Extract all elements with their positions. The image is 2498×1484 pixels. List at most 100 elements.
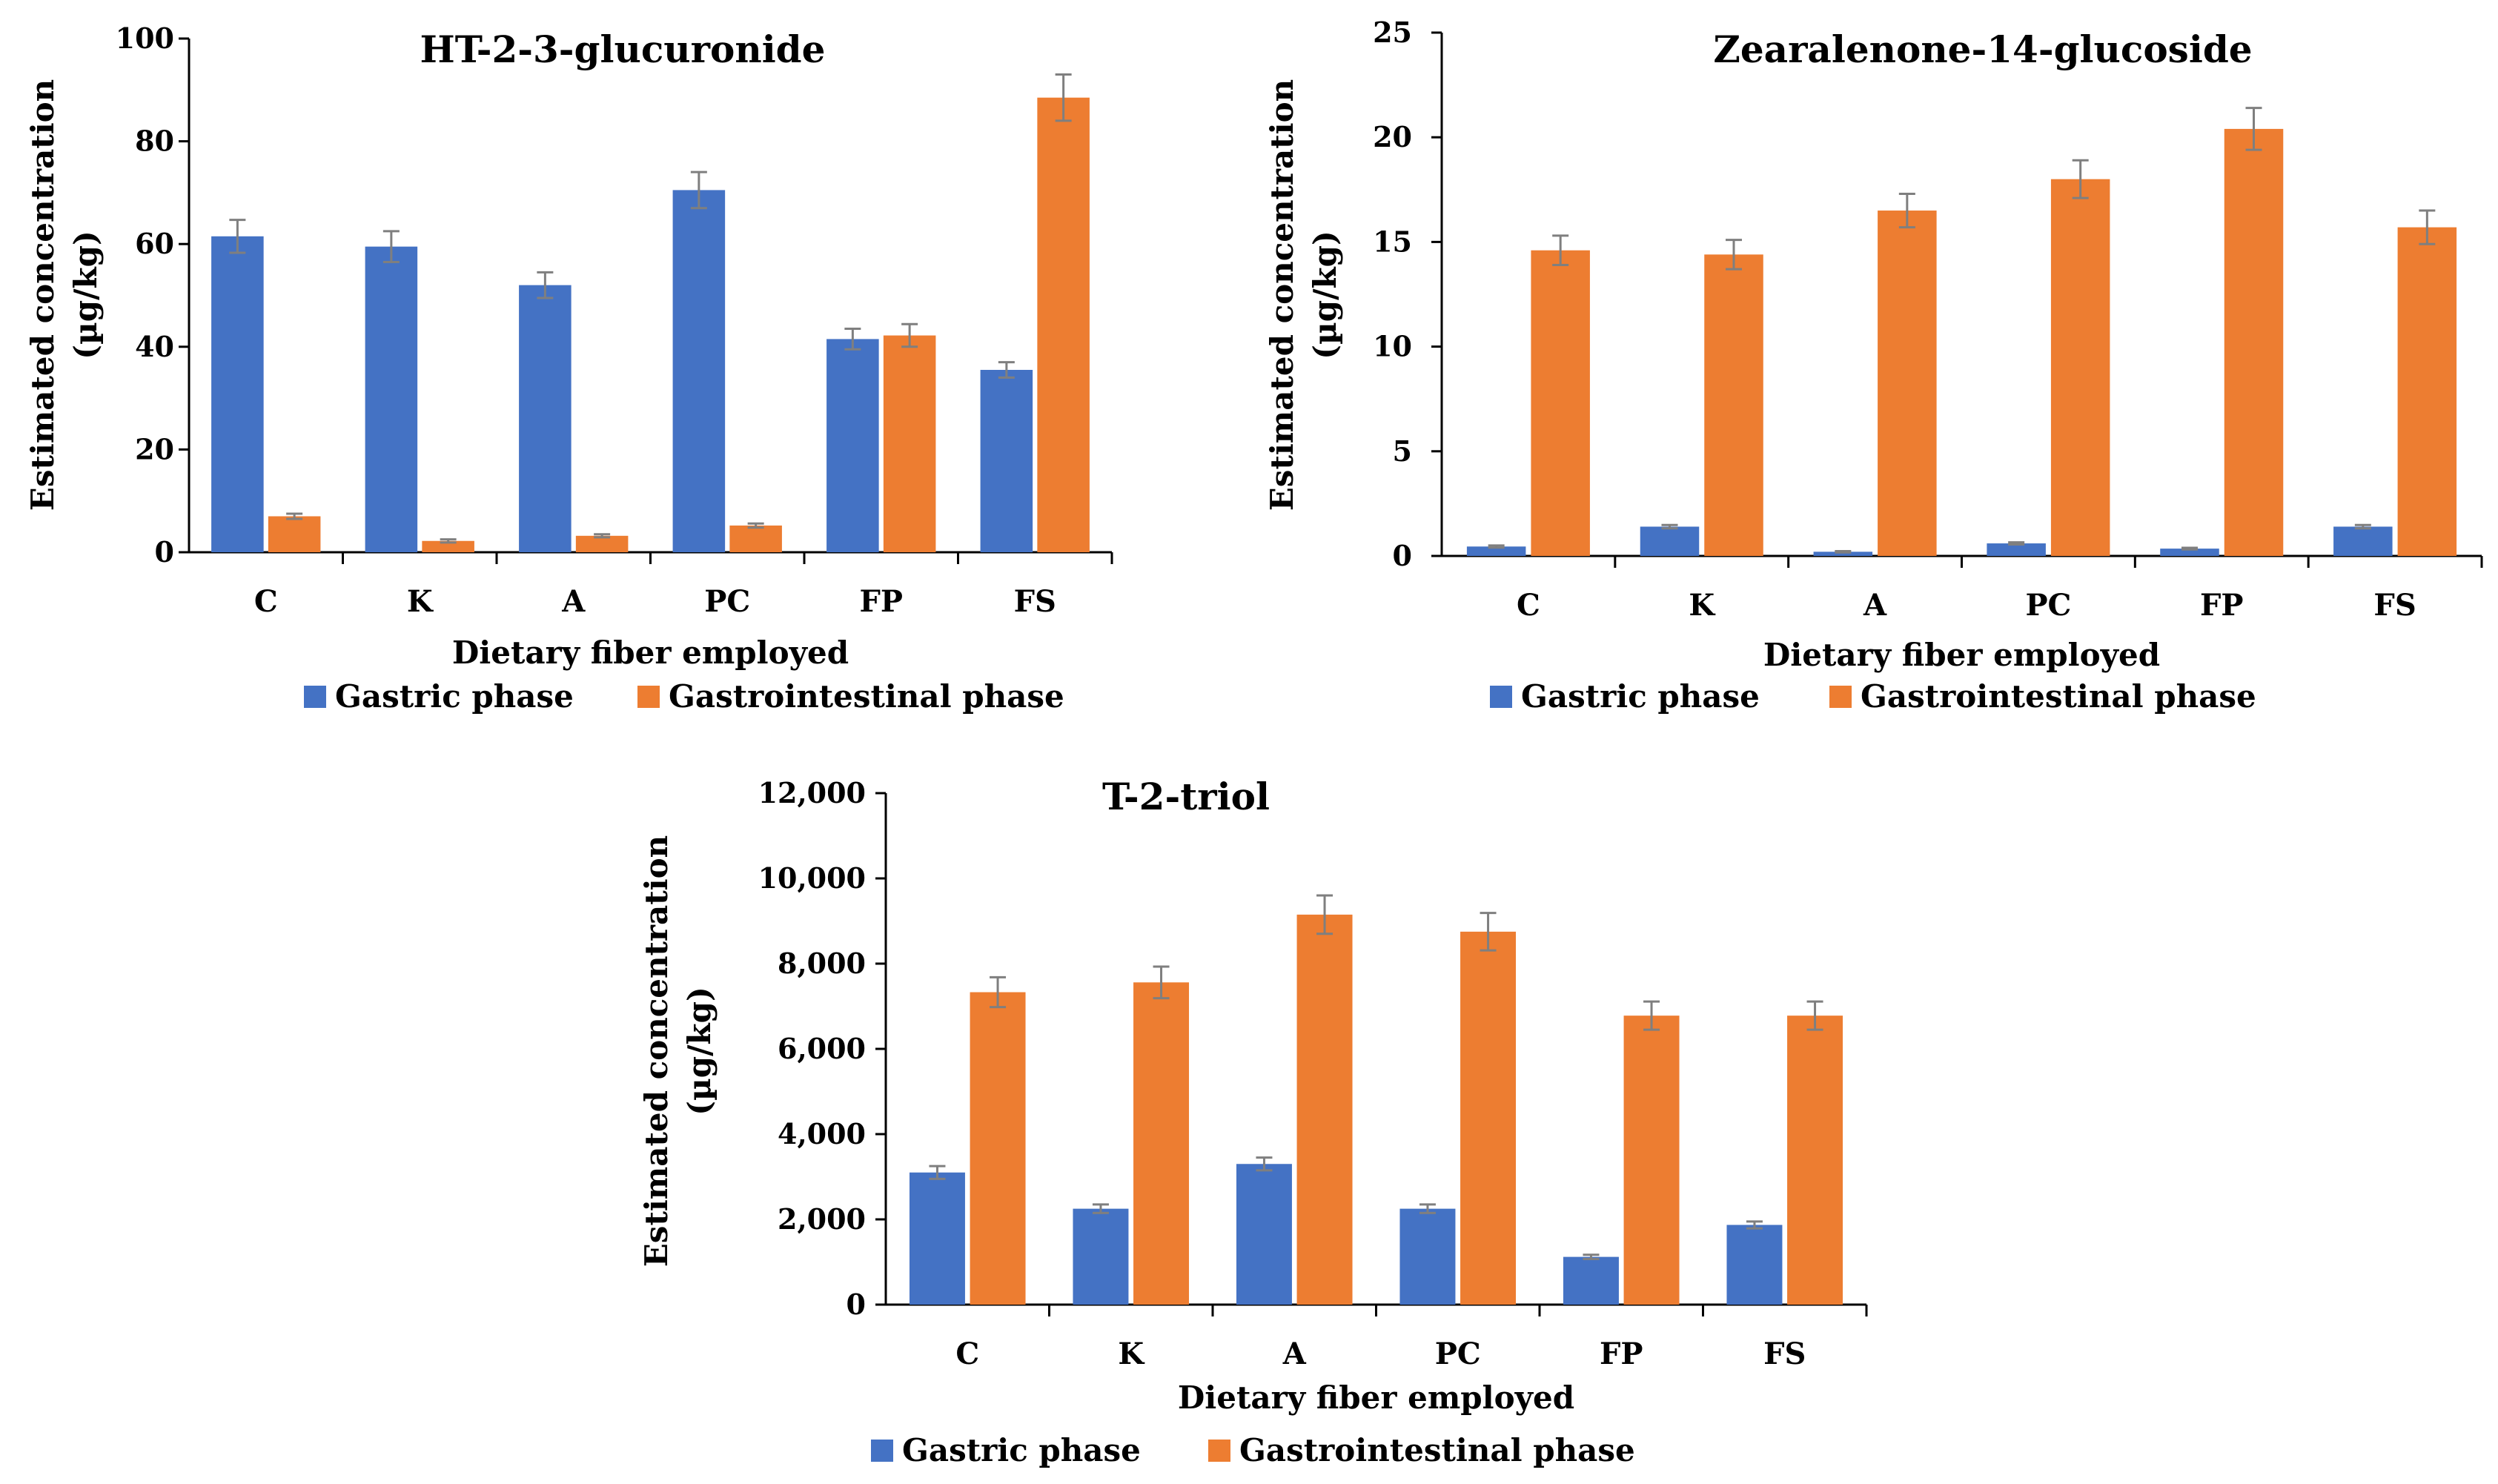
bar-gastric bbox=[1813, 551, 1873, 556]
category-label: PC bbox=[2025, 588, 2071, 623]
bar-gastric bbox=[519, 285, 572, 552]
bar-gastric bbox=[1466, 546, 1526, 556]
legend: Gastric phase Gastrointestinal phase bbox=[1490, 678, 2256, 715]
legend-swatch-gastrointestinal bbox=[1208, 1440, 1230, 1462]
bar-gastrointestinal bbox=[1623, 1016, 1680, 1305]
chart-3: T-2-triol 0 2,000 4,000 6,000 8,000 10,000 12,0… bbox=[638, 775, 1868, 1468]
x-axis-label: Dietary fiber employed bbox=[1178, 1379, 1574, 1416]
category-label: FS bbox=[2373, 588, 2416, 623]
bar-gastric bbox=[2333, 526, 2393, 556]
y-tick-label: 4,000 bbox=[778, 1117, 866, 1150]
bar-gastric bbox=[1987, 543, 2046, 556]
x-axis-label: Dietary fiber employed bbox=[1763, 637, 2160, 673]
bar-gastric bbox=[1726, 1225, 1783, 1305]
legend-label-gastric: Gastric phase bbox=[1521, 678, 1760, 715]
y-tick-label: 0 bbox=[1393, 539, 1412, 572]
y-tick-label: 20 bbox=[135, 432, 174, 466]
y-tick-label: 10 bbox=[1373, 330, 1412, 363]
bar-gastrointestinal bbox=[1531, 250, 1590, 556]
category-label: C bbox=[254, 584, 278, 619]
category-label: FP bbox=[2200, 588, 2243, 623]
bar-gastric bbox=[826, 339, 879, 552]
y-tick-label: 40 bbox=[135, 330, 174, 363]
y-tick-label: 6,000 bbox=[778, 1032, 866, 1065]
y-tick-label: 20 bbox=[1373, 120, 1412, 153]
y-tick-label: 80 bbox=[135, 125, 174, 158]
bar-gastrointestinal bbox=[883, 335, 936, 552]
y-tick-label: 5 bbox=[1393, 434, 1412, 468]
category-label: K bbox=[1118, 1336, 1144, 1371]
chart-title: HT-2-3-glucuronide bbox=[420, 27, 826, 71]
y-tick-label: 8,000 bbox=[778, 947, 866, 980]
bar-gastric bbox=[1563, 1256, 1619, 1305]
legend-swatch-gastric bbox=[304, 686, 326, 708]
bar-gastric bbox=[2160, 549, 2219, 556]
legend-swatch-gastric bbox=[871, 1440, 893, 1462]
y-axis-label-line2: (µg/kg) bbox=[681, 987, 718, 1116]
bar-gastrointestinal bbox=[2397, 227, 2457, 556]
bar-gastrointestinal bbox=[1296, 914, 1353, 1305]
category-label: A bbox=[1282, 1336, 1307, 1371]
bar-gastrointestinal bbox=[1704, 254, 1763, 556]
chart-title: Zearalenone-14-glucoside bbox=[1713, 27, 2252, 71]
y-tick-label: 25 bbox=[1373, 16, 1412, 49]
category-label: A bbox=[561, 584, 586, 619]
y-axis-label-line1: Estimated concentration bbox=[24, 79, 61, 511]
bar-gastrointestinal bbox=[1133, 982, 1190, 1305]
bar-gastrointestinal bbox=[1037, 97, 1090, 552]
bar-gastrointestinal bbox=[2224, 128, 2284, 557]
category-label: A bbox=[1863, 588, 1887, 623]
bar-gastrointestinal bbox=[970, 992, 1026, 1305]
legend-label-gastrointestinal: Gastrointestinal phase bbox=[1239, 1432, 1635, 1468]
bar-gastrointestinal bbox=[422, 540, 474, 552]
bar-gastric bbox=[211, 236, 264, 552]
bar-gastrointestinal bbox=[575, 535, 629, 552]
bar-gastrointestinal bbox=[268, 516, 321, 552]
category-label: FP bbox=[1600, 1336, 1643, 1371]
legend-label-gastric: Gastric phase bbox=[335, 678, 574, 715]
y-tick-label: 15 bbox=[1373, 225, 1412, 258]
bar-gastric bbox=[672, 190, 726, 552]
bar-gastric bbox=[1640, 526, 1700, 556]
category-label: PC bbox=[1435, 1336, 1481, 1371]
y-axis-label-line2: (µg/kg) bbox=[67, 231, 104, 360]
chart-2: Zearalenone-14-glucoside 0 5 10 15 20 25 C K A PC F… bbox=[1264, 16, 2483, 715]
category-label: K bbox=[1689, 588, 1715, 623]
legend-label-gastrointestinal: Gastrointestinal phase bbox=[1861, 678, 2256, 715]
legend-label-gastric: Gastric phase bbox=[902, 1432, 1141, 1468]
bar-gastrointestinal bbox=[1787, 1016, 1843, 1305]
bar-gastric bbox=[909, 1172, 965, 1305]
legend-swatch-gastric bbox=[1490, 686, 1512, 708]
bar-gastric bbox=[365, 246, 418, 552]
legend: Gastric phase Gastrointestinal phase bbox=[304, 678, 1064, 715]
legend-swatch-gastrointestinal bbox=[1829, 686, 1852, 708]
legend: Gastric phase Gastrointestinal phase bbox=[871, 1432, 1635, 1468]
y-axis-label-line1: Estimated concentration bbox=[1264, 79, 1300, 511]
bar-gastric bbox=[1399, 1208, 1456, 1305]
legend-swatch-gastrointestinal bbox=[637, 686, 660, 708]
y-tick-label: 60 bbox=[135, 227, 174, 260]
category-label: K bbox=[407, 584, 434, 619]
bar-gastrointestinal bbox=[2050, 179, 2110, 556]
category-label: PC bbox=[704, 584, 750, 619]
bar-gastrointestinal bbox=[1878, 211, 1937, 556]
y-tick-label: 2,000 bbox=[778, 1202, 866, 1236]
chart-title: T-2-triol bbox=[1102, 775, 1270, 818]
category-label: FP bbox=[860, 584, 903, 619]
y-tick-label: 100 bbox=[116, 21, 174, 55]
legend-label-gastrointestinal: Gastrointestinal phase bbox=[669, 678, 1064, 715]
category-label: C bbox=[955, 1336, 979, 1371]
y-axis-label-line1: Estimated concentration bbox=[638, 835, 675, 1267]
category-label: FS bbox=[1763, 1336, 1806, 1371]
bar-gastrointestinal bbox=[1460, 931, 1517, 1305]
y-axis-label-line2: (µg/kg) bbox=[1307, 231, 1343, 360]
category-label: C bbox=[1517, 588, 1540, 623]
y-tick-label: 12,000 bbox=[758, 776, 866, 809]
bar-gastrointestinal bbox=[729, 525, 782, 552]
bar-gastric bbox=[1073, 1208, 1129, 1305]
y-tick-label: 10,000 bbox=[758, 861, 866, 895]
x-axis-label: Dietary fiber employed bbox=[452, 635, 849, 671]
y-tick-label: 0 bbox=[847, 1288, 866, 1321]
